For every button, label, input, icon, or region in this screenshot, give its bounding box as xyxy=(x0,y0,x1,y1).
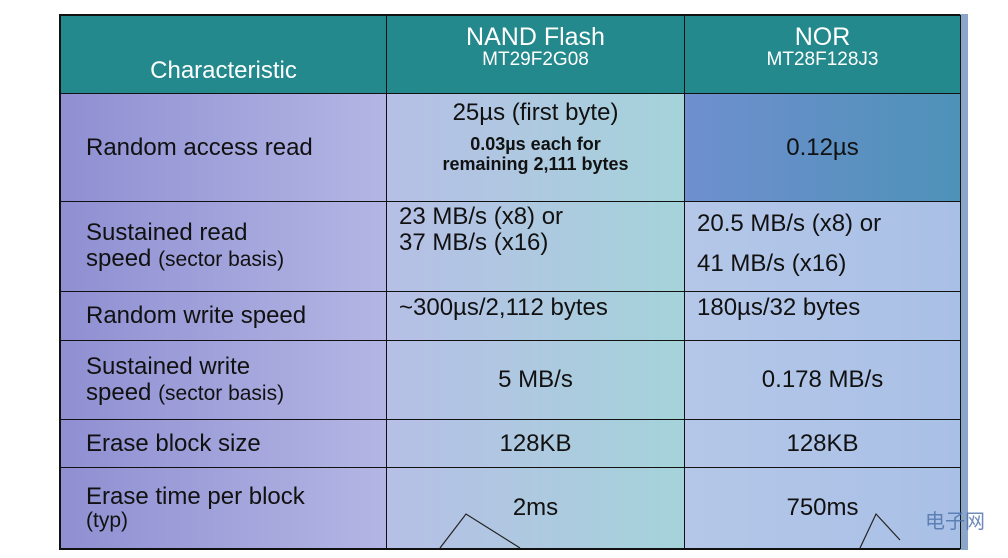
nor-cell: 180µs/32 bytes xyxy=(684,291,961,341)
cell-text: 37 MB/s (x16) xyxy=(399,229,549,256)
cell-text: Erase block size xyxy=(86,429,261,457)
nor-cell: 128KB xyxy=(684,419,961,468)
cell-note: remaining 2,111 bytes xyxy=(442,154,629,174)
cell-text: Sustained write xyxy=(86,352,251,380)
nand-cell: 5 MB/s xyxy=(386,340,685,420)
header-text: NAND Flash xyxy=(466,23,605,51)
label-cell: Erase block size xyxy=(60,419,387,468)
right-strip xyxy=(960,14,968,550)
nor-cell: 750ms xyxy=(684,467,961,549)
cell-text: 5 MB/s xyxy=(498,366,573,393)
header-subtext: MT28F128J3 xyxy=(766,49,879,70)
nor-cell: 20.5 MB/s (x8) or 41 MB/s (x16) xyxy=(684,201,961,292)
nand-cell: 25µs (first byte) 0.03µs each for remain… xyxy=(386,93,685,202)
nand-cell: 128KB xyxy=(386,419,685,468)
cell-text: 180µs/32 bytes xyxy=(697,294,861,321)
cell-note: (typ) xyxy=(86,509,128,532)
label-cell: Erase time per block (typ) xyxy=(60,467,387,549)
nand-cell: 2ms xyxy=(386,467,685,549)
label-cell: Random write speed xyxy=(60,291,387,341)
header-text: NOR xyxy=(794,23,851,51)
label-cell: Random access read xyxy=(60,93,387,202)
cell-text: 750ms xyxy=(786,494,859,521)
cell-text: 128KB xyxy=(499,429,572,457)
cell-text: Random access read xyxy=(86,133,313,161)
nor-cell: 0.12µs xyxy=(684,93,961,202)
cell-text: speed xyxy=(86,378,152,406)
cell-text: 0.178 MB/s xyxy=(761,366,884,393)
header-subtext: MT29F2G08 xyxy=(482,49,589,70)
nand-cell: ~300µs/2,112 bytes xyxy=(386,291,685,341)
label-cell: Sustained write speed (sector basis) xyxy=(60,340,387,420)
header-cell: Characteristic xyxy=(60,15,387,94)
cell-text: 23 MB/s (x8) or xyxy=(399,203,564,230)
cell-text: Sustained read xyxy=(86,219,248,246)
cell-note: (sector basis) xyxy=(158,381,285,405)
nand-cell: 23 MB/s (x8) or 37 MB/s (x16) xyxy=(386,201,685,292)
nor-cell: 0.178 MB/s xyxy=(684,340,961,420)
header-cell: NAND Flash MT29F2G08 xyxy=(386,15,685,94)
cell-text: 41 MB/s (x16) xyxy=(697,250,847,277)
cell-text: 25µs (first byte) xyxy=(452,99,619,126)
cell-note: (sector basis) xyxy=(158,248,285,271)
cell-text: Random write speed xyxy=(86,302,307,329)
header-cell: NOR MT28F128J3 xyxy=(684,15,961,94)
cell-text: Erase time per block xyxy=(86,483,305,510)
cell-text: 20.5 MB/s (x8) or xyxy=(697,210,882,237)
header-text: Characteristic xyxy=(150,57,297,84)
cell-text: 2ms xyxy=(512,494,559,521)
cell-text: 0.12µs xyxy=(786,133,859,161)
label-cell: Sustained read speed (sector basis) xyxy=(60,201,387,292)
cell-text: ~300µs/2,112 bytes xyxy=(399,294,608,321)
cell-text: 128KB xyxy=(786,429,859,457)
cell-note: 0.03µs each for xyxy=(470,134,601,154)
cell-text: speed xyxy=(86,245,152,272)
